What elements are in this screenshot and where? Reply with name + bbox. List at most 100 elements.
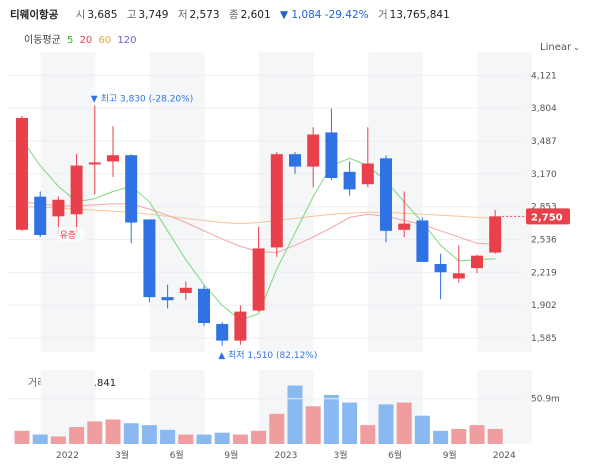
y-tick-label: 2,219 — [531, 268, 557, 278]
x-tick-label: 9월 — [443, 449, 457, 461]
volume-bar — [487, 428, 503, 444]
x-tick-label: 6월 — [170, 449, 184, 461]
volume-bar — [105, 419, 121, 444]
candle-up — [252, 248, 265, 311]
volume-short-label: 거 — [377, 9, 388, 21]
candle-up — [179, 287, 192, 293]
y-tick-label: 2,853 — [531, 203, 557, 213]
y-tick-label: 2,536 — [531, 236, 557, 246]
candle-up — [307, 134, 320, 167]
volume-bar — [50, 436, 66, 444]
volume-bar — [87, 421, 103, 444]
stock-name: 티웨이항공 — [10, 9, 59, 21]
last-price-value: 2,750 — [531, 212, 563, 223]
volume-bar — [251, 430, 267, 444]
high-value: 3,749 — [138, 9, 169, 21]
change-value: ▼ 1,084 -29.42% — [279, 9, 369, 21]
volume-bar — [141, 425, 157, 444]
scale-mode-dropdown[interactable]: Linear ⌄ — [540, 42, 580, 53]
volume-bar — [214, 432, 230, 444]
last-price-tag — [526, 208, 570, 225]
grid-band — [368, 370, 423, 444]
candle-up — [452, 273, 465, 279]
scale-mode-label: Linear — [540, 42, 572, 53]
candle-down — [161, 297, 174, 301]
marker-label: 유증 — [60, 230, 77, 241]
y-tick-label: 3,804 — [531, 104, 557, 114]
ma-period-20: 20 — [79, 35, 93, 46]
volume-bar — [396, 402, 412, 444]
candle-down — [34, 196, 47, 235]
volume-bar — [32, 434, 48, 444]
candle-down — [325, 132, 338, 178]
grid-band — [40, 370, 96, 444]
candle-down — [434, 263, 447, 273]
candle-down — [216, 324, 229, 341]
candle-up — [16, 117, 28, 230]
candle-down — [380, 158, 392, 231]
price-summary: 티웨이항공 시 3,685 고 3,749 저 2,573 종 2,601 ▼ 1,08… — [10, 7, 450, 22]
close-label: 종 — [228, 9, 239, 21]
volume-bar — [232, 434, 248, 444]
candle-up — [471, 255, 483, 269]
grid-band — [40, 52, 96, 352]
volume-axis-label: 50.9m — [531, 395, 560, 405]
grid-band — [149, 52, 205, 352]
high-label: 고 — [126, 9, 137, 21]
volume-bar — [342, 402, 358, 444]
volume-bar — [287, 385, 303, 444]
x-tick-label: 3월 — [333, 449, 347, 461]
volume-bar — [269, 413, 285, 444]
volume-bar — [360, 425, 376, 444]
y-tick-label: 4,121 — [531, 71, 557, 81]
open-value: 3,685 — [87, 9, 118, 21]
volume-bar — [160, 429, 176, 444]
close-value: 2,601 — [240, 9, 271, 21]
volume-bar — [378, 404, 394, 444]
open-label: 시 — [75, 9, 86, 21]
y-tick-label: 1,902 — [531, 301, 557, 311]
low-annotation: ▲ 최저 1,510 (82.12%) — [218, 350, 317, 361]
x-tick-label: 3월 — [115, 449, 129, 461]
ma-period-60: 60 — [98, 35, 112, 46]
ma-period-5: 5 — [67, 35, 74, 46]
y-tick-label: 3,487 — [531, 137, 557, 147]
ma-period-120: 120 — [117, 35, 137, 46]
grid-band — [149, 370, 205, 444]
volume-bar — [14, 430, 30, 444]
grid-band — [259, 52, 314, 352]
candle-up — [489, 216, 502, 253]
candle-up — [234, 311, 247, 341]
candle-up — [88, 162, 101, 165]
volume-bar — [178, 434, 194, 444]
candle-up — [70, 165, 83, 215]
volume-bar — [433, 430, 449, 444]
volume-short-value: 13,765,841 — [389, 9, 450, 21]
candle-up — [107, 155, 119, 162]
moving-average-legend[interactable]: 이동평균 5 20 60 120 — [24, 31, 140, 46]
ma60-line — [22, 206, 496, 225]
x-tick-label: 9월 — [224, 449, 238, 461]
candle-up — [398, 223, 411, 230]
candle-down — [125, 155, 138, 223]
low-value: 2,573 — [189, 9, 220, 21]
marker-background — [57, 227, 84, 242]
candle-up — [270, 154, 283, 248]
y-tick-label: 1,585 — [531, 334, 557, 344]
volume-bar — [469, 425, 485, 444]
high-annotation: ▼ 최고 3,830 (-28.20%) — [91, 94, 193, 105]
volume-bar — [305, 406, 321, 444]
candle-down — [198, 288, 210, 323]
grid-band — [477, 52, 533, 352]
volume-bar — [196, 434, 212, 444]
candle-down — [416, 220, 429, 262]
grid-band — [368, 52, 423, 352]
candle-down — [143, 219, 156, 298]
volume-bar — [123, 423, 139, 444]
volume-bar — [451, 428, 467, 444]
candle-down — [343, 171, 356, 190]
grid-band — [259, 370, 314, 444]
candle-up — [52, 199, 65, 217]
x-tick-label: 2023 — [274, 451, 297, 461]
